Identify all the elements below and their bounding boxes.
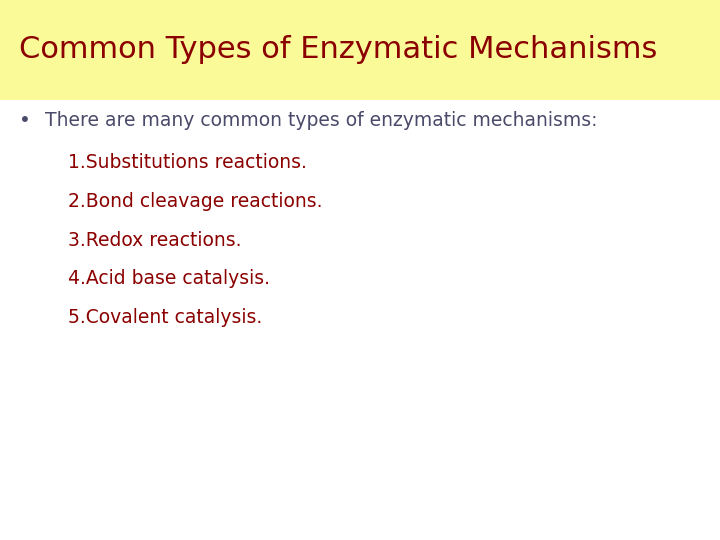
Text: 5.Covalent catalysis.: 5.Covalent catalysis. [68, 308, 263, 327]
Text: 3.Redox reactions.: 3.Redox reactions. [68, 231, 242, 249]
Text: Common Types of Enzymatic Mechanisms: Common Types of Enzymatic Mechanisms [19, 36, 658, 64]
Text: 2.Bond cleavage reactions.: 2.Bond cleavage reactions. [68, 192, 323, 211]
Text: 4.Acid base catalysis.: 4.Acid base catalysis. [68, 269, 271, 288]
Text: 1.Substitutions reactions.: 1.Substitutions reactions. [68, 153, 307, 172]
Text: •: • [19, 111, 31, 130]
Text: There are many common types of enzymatic mechanisms:: There are many common types of enzymatic… [45, 111, 597, 130]
FancyBboxPatch shape [0, 0, 720, 100]
